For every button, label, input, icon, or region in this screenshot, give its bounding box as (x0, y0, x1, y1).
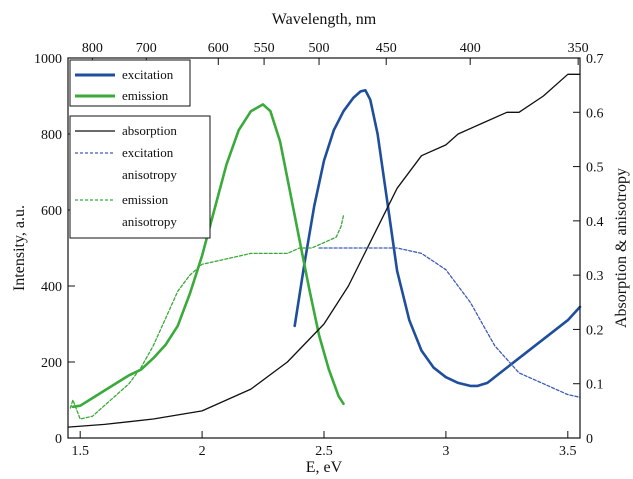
y2-tick-label: 0.7 (586, 52, 604, 67)
legend-secondary: absorption excitation anisotropy emissio… (69, 115, 211, 239)
legend-excitation-label: excitation (122, 67, 174, 82)
legend-emission-label: emission (122, 88, 169, 103)
legend-secondary-box (69, 115, 211, 239)
x2-tick-label: 700 (136, 41, 157, 56)
series-excitation-line (293, 89, 582, 388)
y-tick-label: 200 (41, 356, 62, 371)
x2-tick-label: 600 (208, 41, 229, 56)
y-tick-label: 800 (41, 128, 62, 143)
series-excitation-anisotropy-line (318, 247, 581, 398)
x-tick-label: 2 (199, 444, 206, 459)
x-tick-label: 3 (442, 444, 449, 459)
x2-tick-label: 500 (309, 41, 330, 56)
y2-tick-label: 0.5 (586, 161, 604, 176)
x-axis-title: E, eV (306, 459, 343, 476)
y2-tick-label: 0.2 (586, 323, 604, 338)
y2-tick-label: 0.3 (586, 269, 604, 284)
legend-emission-anisotropy-label-1: emission (122, 192, 169, 207)
y-tick-label: 400 (41, 280, 62, 295)
y-axis-title: Intensity, a.u. (11, 205, 28, 291)
x2-tick-label: 350 (568, 41, 589, 56)
x2-tick-label: 400 (460, 41, 481, 56)
series-layer (67, 73, 582, 428)
series-emission-anisotropy-line (69, 214, 345, 420)
x2-tick-label: 550 (254, 41, 275, 56)
y2-axis-title: Absorption & anisotropy (613, 168, 630, 328)
y2-tick-label: 0.6 (586, 106, 604, 121)
x2-tick-label: 800 (82, 41, 103, 56)
y2-tick-label: 0.4 (586, 215, 604, 230)
legend-emission-anisotropy-label-2: anisotropy (122, 214, 177, 229)
legend-excitation-anisotropy-label-2: anisotropy (122, 167, 177, 182)
y2-tick-label: 0.1 (586, 378, 604, 393)
legend-primary-box (69, 59, 191, 107)
x-tick-label: 3.5 (559, 444, 577, 459)
y-tick-label: 0 (55, 432, 62, 447)
x2-tick-label: 450 (376, 41, 397, 56)
x-tick-label: 2.5 (315, 444, 333, 459)
ticks-layer: 1.5 2 2.5 3 3.5 800 700 600 550 500 450 400 350 0 200 4… (34, 41, 604, 459)
series-absorption-line (67, 73, 581, 428)
series-emission-line (71, 103, 345, 409)
legend-excitation-anisotropy-label-1: excitation (122, 145, 174, 160)
legend-absorption-label: absorption (122, 123, 177, 138)
x-tick-label: 1.5 (71, 444, 89, 459)
legend-primary: excitation emission (69, 59, 191, 107)
y-tick-label: 600 (41, 204, 62, 219)
y2-tick-label: 0 (586, 432, 593, 447)
x2-axis-title: Wavelength, nm (272, 11, 377, 28)
plot-frame (67, 57, 581, 439)
y-tick-label: 1000 (34, 52, 62, 67)
